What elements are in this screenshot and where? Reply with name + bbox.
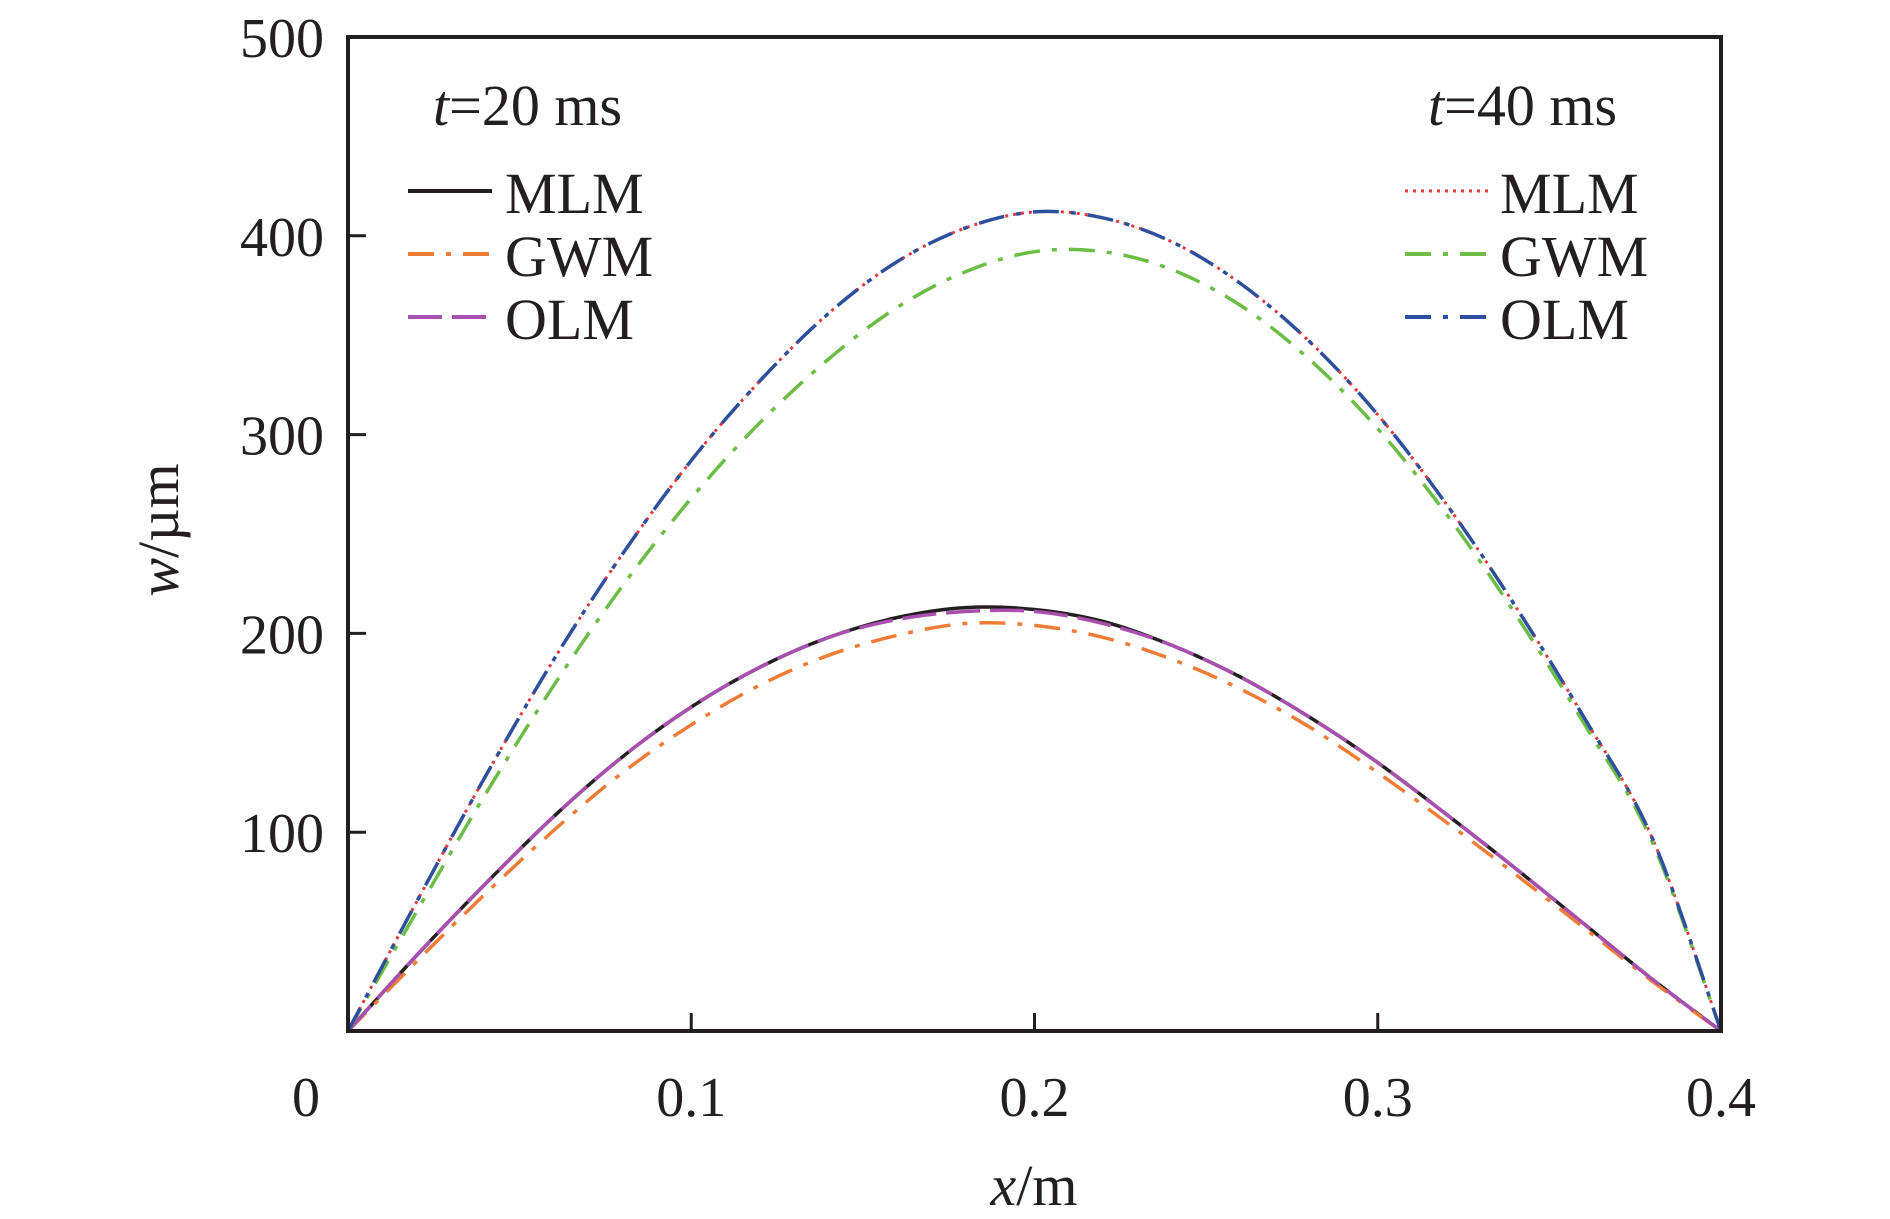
y-tick-label: 100 bbox=[240, 803, 324, 865]
y-tick-label: 300 bbox=[240, 406, 324, 468]
legend-label-t40-mlm: MLM bbox=[1500, 161, 1639, 226]
x-tick-label: 0 bbox=[292, 1067, 320, 1129]
legend-label-t20-mlm: MLM bbox=[505, 161, 644, 226]
y-tick-label: 200 bbox=[240, 604, 324, 666]
x-tick-label: 0.2 bbox=[1000, 1067, 1070, 1129]
legend-label-t40-olm: OLM bbox=[1500, 287, 1629, 352]
y-axis-unit: /µm bbox=[126, 463, 191, 558]
legend-label-t20-gwm: GWM bbox=[505, 224, 653, 289]
legend-label-t40-gwm: GWM bbox=[1500, 224, 1648, 289]
x-tick-label: 0.1 bbox=[656, 1067, 726, 1129]
series-layer bbox=[346, 209, 1723, 1033]
x-tick-label: 0.4 bbox=[1686, 1067, 1756, 1129]
legend-t40-title-var: t bbox=[1428, 73, 1446, 138]
y-axis-title: w/µm bbox=[126, 463, 191, 596]
x-axis-var: x bbox=[990, 1153, 1017, 1218]
legend-t40-title: t=40 ms bbox=[1428, 73, 1617, 138]
ticks-layer: 0 0.1 0.2 0.3 0.4 100 200 300 400 500 bbox=[240, 8, 1756, 1129]
series-line-t20-olm bbox=[346, 608, 1723, 1033]
y-tick-label: 500 bbox=[240, 8, 324, 70]
x-axis-title: x/m bbox=[990, 1153, 1078, 1218]
legend-t20-title: t=20 ms bbox=[433, 73, 622, 138]
series-line-t20-mlm bbox=[346, 605, 1723, 1033]
series-line-t20-gwm bbox=[346, 620, 1723, 1033]
series-line-t40-gwm bbox=[346, 247, 1723, 1032]
legend-label-t20-olm: OLM bbox=[505, 287, 634, 352]
legend-t40-title-rest: =40 ms bbox=[1444, 73, 1617, 138]
y-axis-var: w bbox=[126, 558, 191, 597]
x-tick-label: 0.3 bbox=[1343, 1067, 1413, 1129]
y-tick-label: 400 bbox=[240, 207, 324, 269]
legend-t20-title-var: t bbox=[433, 73, 451, 138]
x-axis-unit: /m bbox=[1016, 1153, 1077, 1218]
series-line-t40-olm bbox=[346, 209, 1723, 1032]
legend-t20-title-rest: =20 ms bbox=[449, 73, 622, 138]
